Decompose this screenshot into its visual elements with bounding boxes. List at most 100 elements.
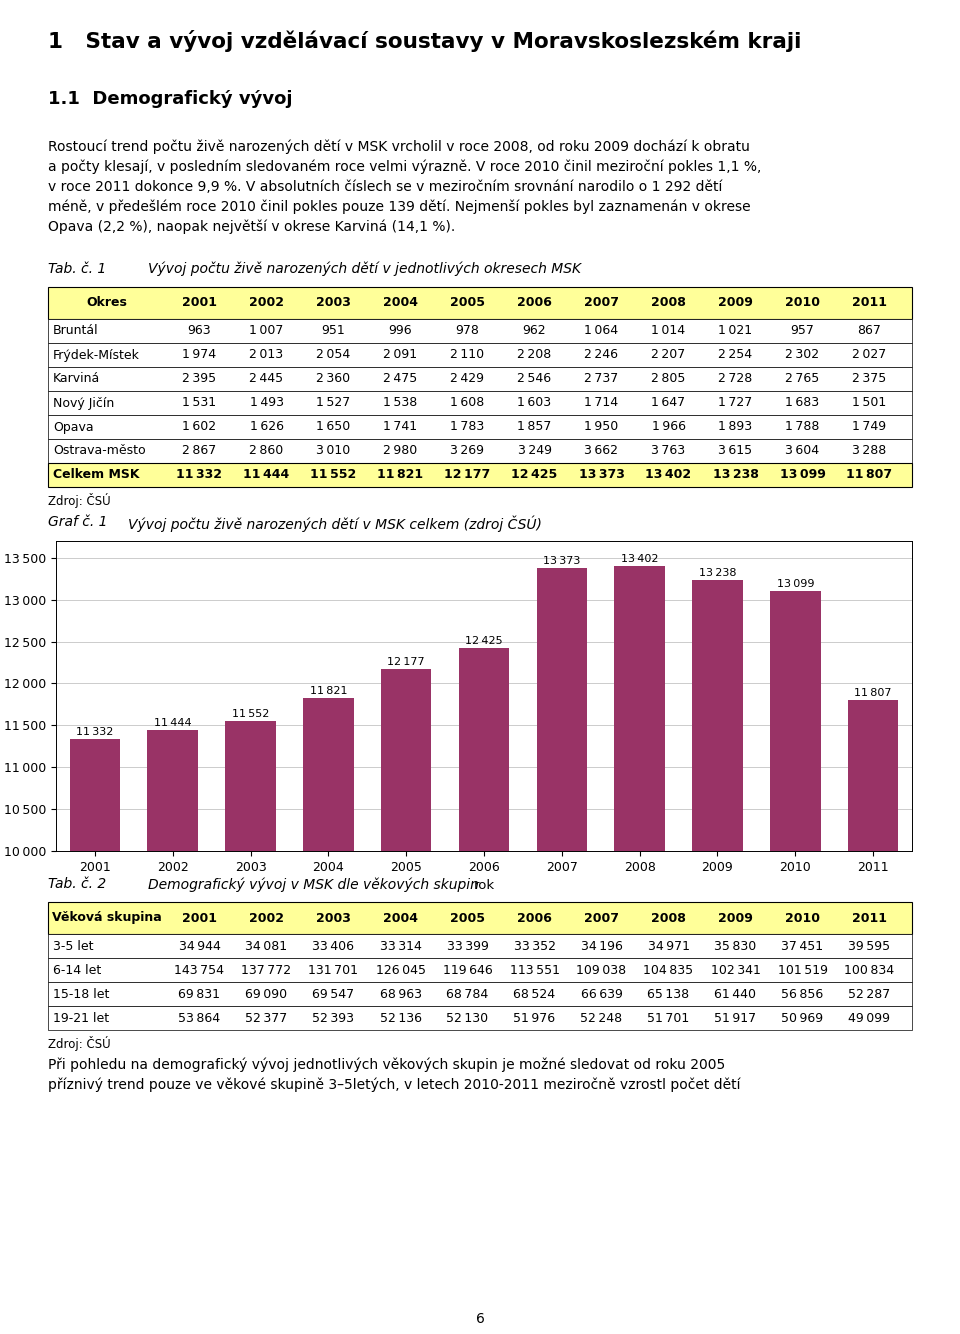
Text: 3 604: 3 604	[785, 444, 820, 458]
Text: 13 099: 13 099	[777, 579, 814, 590]
Text: 11 807: 11 807	[847, 468, 893, 482]
Text: 1 493: 1 493	[250, 396, 283, 410]
Text: 69 090: 69 090	[246, 987, 288, 1000]
Text: 3 010: 3 010	[317, 444, 350, 458]
Text: 1 966: 1 966	[652, 420, 685, 434]
Text: 1 893: 1 893	[718, 420, 753, 434]
Bar	[48, 934, 912, 958]
Bar	[48, 902, 912, 934]
Bar	[48, 982, 912, 1006]
Text: 50 969: 50 969	[781, 1011, 824, 1025]
Text: 2003: 2003	[316, 911, 351, 924]
Text: Při pohledu na demografický vývoj jednotlivých věkových skupin je možné sledovat: Při pohledu na demografický vývoj jednot…	[48, 1058, 725, 1073]
Text: Nový Jičín: Nový Jičín	[53, 396, 114, 410]
Text: 2011: 2011	[852, 911, 887, 924]
Bar	[48, 463, 912, 487]
Text: 11 444: 11 444	[244, 468, 290, 482]
Bar	[48, 367, 912, 391]
Text: 3 662: 3 662	[585, 444, 618, 458]
Text: Zdroj: ČSÚ: Zdroj: ČSÚ	[48, 494, 110, 508]
Text: Vývoj počtu živě narozených dětí v jednotlivých okresech MSK: Vývoj počtu živě narozených dětí v jedno…	[148, 261, 581, 276]
Text: 109 038: 109 038	[576, 963, 627, 976]
Text: 2010: 2010	[785, 296, 820, 309]
Text: 12 425: 12 425	[466, 636, 503, 646]
Bar	[303, 699, 353, 1334]
Text: 6-14 let: 6-14 let	[53, 963, 101, 976]
Text: 1   Stav a vývoj vzdělávací soustavy v Moravskoslezském kraji: 1 Stav a vývoj vzdělávací soustavy v Mor…	[48, 29, 802, 52]
Text: 2 110: 2 110	[450, 348, 485, 362]
Text: 143 754: 143 754	[175, 963, 225, 976]
Text: 2 546: 2 546	[517, 372, 552, 386]
Text: 68 963: 68 963	[379, 987, 421, 1000]
Text: 11 821: 11 821	[377, 468, 423, 482]
Text: 1 857: 1 857	[517, 420, 552, 434]
Text: 137 772: 137 772	[241, 963, 292, 976]
Text: 2 208: 2 208	[517, 348, 552, 362]
Text: 51 701: 51 701	[647, 1011, 689, 1025]
Text: 2002: 2002	[249, 911, 284, 924]
Text: Tab. č. 1: Tab. č. 1	[48, 261, 107, 276]
Text: 13 099: 13 099	[780, 468, 826, 482]
Text: 13 238: 13 238	[699, 567, 736, 578]
Text: 1 626: 1 626	[250, 420, 283, 434]
Text: 34 944: 34 944	[179, 939, 221, 952]
Text: 33 314: 33 314	[379, 939, 421, 952]
Bar	[770, 591, 821, 1334]
Text: 2 860: 2 860	[250, 444, 283, 458]
Text: 119 646: 119 646	[443, 963, 492, 976]
Text: 51 976: 51 976	[514, 1011, 556, 1025]
Text: Ostrava-město: Ostrava-město	[53, 444, 146, 458]
Text: 2 737: 2 737	[585, 372, 618, 386]
Bar	[48, 1006, 912, 1030]
Text: 68 524: 68 524	[514, 987, 556, 1000]
Text: 1 783: 1 783	[450, 420, 485, 434]
Text: 2005: 2005	[450, 911, 485, 924]
Text: 1 683: 1 683	[785, 396, 820, 410]
Text: 1 749: 1 749	[852, 420, 887, 434]
Text: Celkem MSK: Celkem MSK	[53, 468, 139, 482]
Text: 1 064: 1 064	[585, 324, 618, 338]
Bar	[70, 739, 120, 1334]
Text: 978: 978	[456, 324, 479, 338]
Text: 2009: 2009	[718, 296, 753, 309]
Text: 2 805: 2 805	[651, 372, 685, 386]
Text: 102 341: 102 341	[710, 963, 760, 976]
Text: 3 288: 3 288	[852, 444, 887, 458]
Bar	[48, 415, 912, 439]
Text: 2005: 2005	[450, 296, 485, 309]
Text: 37 451: 37 451	[781, 939, 824, 952]
Bar	[48, 287, 912, 319]
Text: 33 399: 33 399	[446, 939, 489, 952]
Text: 2 360: 2 360	[317, 372, 350, 386]
Text: 2004: 2004	[383, 911, 418, 924]
Text: Demografický vývoj v MSK dle věkových skupin: Demografický vývoj v MSK dle věkových sk…	[148, 876, 479, 891]
Text: 52 393: 52 393	[313, 1011, 354, 1025]
Text: 1 501: 1 501	[852, 396, 887, 410]
Bar	[48, 319, 912, 343]
Text: 2 765: 2 765	[785, 372, 820, 386]
Text: 1 007: 1 007	[250, 324, 284, 338]
Text: 2 395: 2 395	[182, 372, 217, 386]
Text: Vývoj počtu živě narozených dětí v MSK celkem (zdroj ČSÚ): Vývoj počtu živě narozených dětí v MSK c…	[128, 515, 541, 531]
Text: 68 784: 68 784	[446, 987, 489, 1000]
Text: 2 867: 2 867	[182, 444, 217, 458]
Text: 1 021: 1 021	[718, 324, 753, 338]
Text: 66 639: 66 639	[581, 987, 622, 1000]
Text: 951: 951	[322, 324, 346, 338]
Text: 34 196: 34 196	[581, 939, 622, 952]
Text: 11 332: 11 332	[76, 727, 113, 738]
Text: 2003: 2003	[316, 296, 351, 309]
Text: 867: 867	[857, 324, 881, 338]
Text: 1 950: 1 950	[585, 420, 618, 434]
Text: 35 830: 35 830	[714, 939, 756, 952]
Text: 34 081: 34 081	[246, 939, 288, 952]
Text: 2002: 2002	[249, 296, 284, 309]
Text: 2 027: 2 027	[852, 348, 887, 362]
Text: 39 595: 39 595	[849, 939, 891, 952]
Text: 13 373: 13 373	[543, 556, 581, 567]
Text: 2 475: 2 475	[383, 372, 418, 386]
Text: 963: 963	[188, 324, 211, 338]
Text: 65 138: 65 138	[647, 987, 689, 1000]
Text: Rostoucí trend počtu živě narozených dětí v MSK vrcholil v roce 2008, od roku 20: Rostoucí trend počtu živě narozených dět…	[48, 140, 750, 155]
Bar	[537, 568, 588, 1334]
